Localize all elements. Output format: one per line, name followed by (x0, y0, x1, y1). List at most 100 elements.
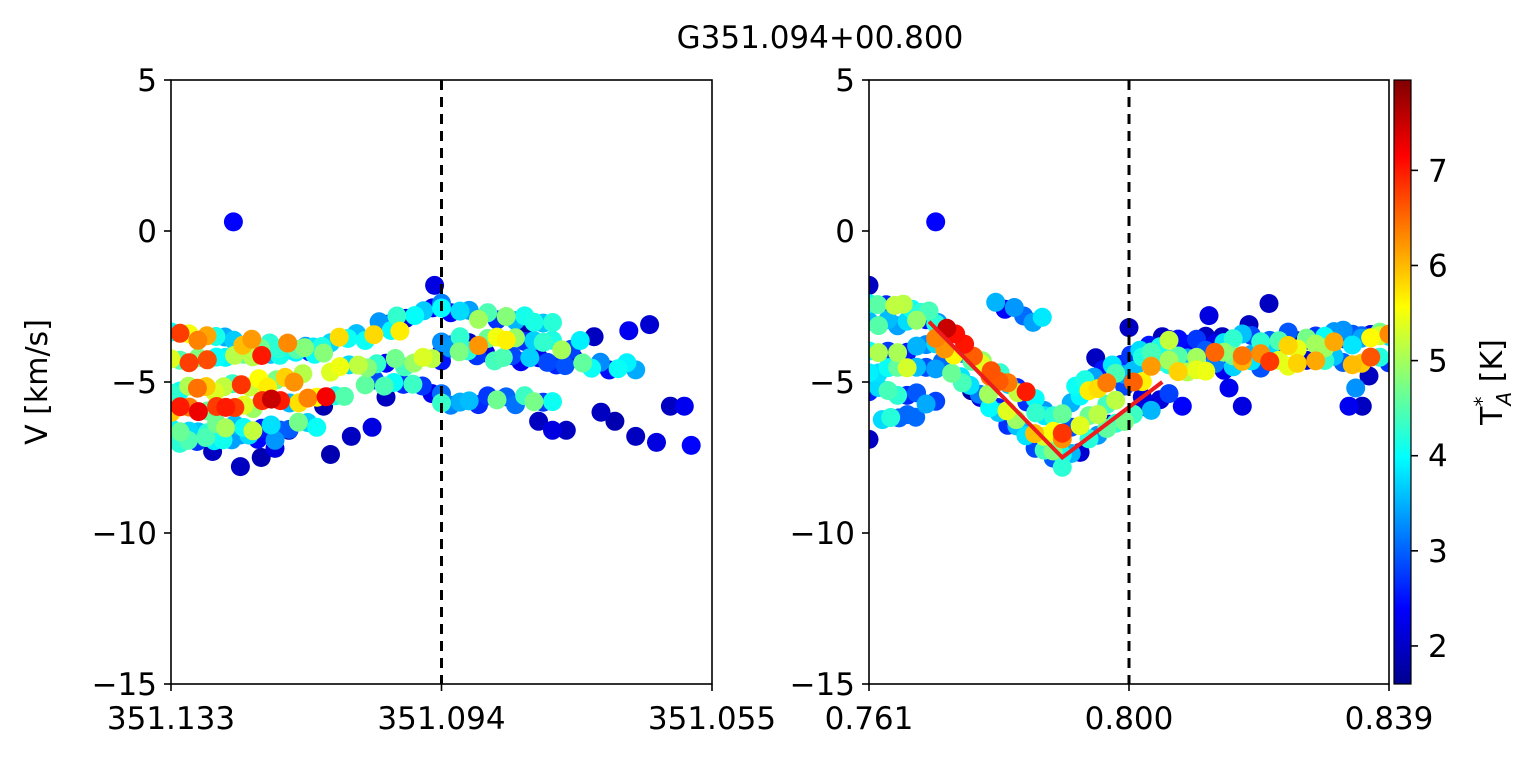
scatter-point (390, 321, 410, 341)
scatter-point (1199, 306, 1219, 326)
scatter-point (1352, 396, 1372, 416)
scatter-point (231, 375, 251, 395)
scatter-point (626, 426, 646, 446)
scatter-point (1052, 404, 1072, 424)
scatter-point (605, 411, 625, 431)
scatter-point (1172, 396, 1192, 416)
scatter-point (496, 330, 516, 350)
scatter-point (196, 428, 216, 447)
scatter-point (487, 390, 507, 410)
scatter-point (1088, 405, 1108, 424)
scatter-point (1052, 457, 1072, 477)
scatter-point (674, 396, 694, 416)
scatter-point (188, 402, 208, 422)
scatter-point (197, 350, 217, 370)
scatter-point (906, 407, 926, 427)
scatter-point (869, 363, 879, 383)
scatter-point (591, 402, 611, 422)
scatter-point (524, 392, 544, 412)
x-tick-label: 351.133 (107, 701, 235, 737)
colorbar-tick-label: 5 (1428, 344, 1448, 380)
scatter-point (1168, 362, 1188, 382)
scatter-point (316, 387, 336, 407)
scatter-point (1219, 378, 1239, 398)
scatter-point (543, 392, 562, 412)
colorbar-label-main: T (1475, 406, 1510, 426)
scatter-point (1141, 400, 1161, 420)
scatter-point (524, 312, 544, 332)
y-tick-label: 5 (137, 63, 157, 99)
scatter-point (608, 359, 628, 379)
scatter-point (278, 333, 298, 353)
scatter-point (261, 415, 281, 435)
scatter-point (980, 398, 1000, 418)
scatter-point (216, 397, 236, 417)
scatter-point (341, 426, 361, 446)
scatter-point (916, 394, 936, 414)
scatter-point (1004, 298, 1024, 317)
scatter-point (1342, 335, 1362, 355)
y-tick-label: 5 (835, 63, 855, 99)
scatter-point (907, 336, 927, 356)
colorbar-label: T*A [K] (1470, 339, 1516, 426)
y-tick-label: −5 (111, 365, 157, 401)
scatter-point (362, 417, 382, 437)
scatter-point (986, 292, 1006, 312)
scatter-point (1287, 353, 1307, 373)
scatter-point (364, 325, 384, 345)
left-y-axis-label: V [km/s] (20, 319, 55, 445)
scatter-point (1339, 396, 1359, 416)
scatter-point (450, 301, 470, 321)
scatter-point (252, 346, 272, 365)
scatter-point (413, 347, 433, 367)
x-tick-label: 0.839 (1345, 701, 1434, 737)
scatter-point (647, 432, 666, 452)
x-tick-label: 0.761 (825, 701, 914, 737)
y-tick-label: −15 (92, 667, 157, 703)
scatter-point (261, 389, 281, 409)
scatter-point (1196, 361, 1216, 381)
scatter-point (869, 275, 879, 295)
scatter-point (552, 340, 572, 360)
scatter-point (1159, 384, 1179, 404)
x-tick-label: 351.094 (377, 701, 505, 737)
scatter-point (1159, 330, 1179, 350)
scatter-point (171, 422, 190, 442)
scatter-point (314, 343, 334, 363)
scatter-point (869, 295, 888, 315)
colorbar-label-subscript: A (1492, 392, 1516, 408)
scatter-point (179, 353, 199, 373)
scatter-point (907, 310, 927, 330)
scatter-point (888, 343, 908, 363)
scatter-point (251, 448, 271, 467)
scatter-point (1306, 351, 1326, 371)
scatter-point (570, 331, 590, 350)
left-scatter-points (171, 212, 701, 477)
scatter-point (355, 375, 375, 395)
scatter-point (543, 420, 562, 440)
scatter-point (459, 391, 479, 411)
scatter-point (520, 348, 540, 368)
scatter-point (307, 417, 327, 437)
scatter-point (1097, 373, 1117, 393)
scatter-point (942, 363, 962, 383)
scatter-point (1361, 347, 1381, 367)
scatter-point (295, 338, 314, 358)
scatter-point (321, 445, 340, 464)
scatter-point (265, 430, 285, 450)
scatter-point (1070, 416, 1090, 436)
scatter-point (681, 435, 701, 455)
scatter-point (243, 421, 263, 441)
scatter-point (187, 378, 207, 398)
scatter-point (469, 336, 488, 355)
x-tick-label: 0.800 (1085, 701, 1174, 737)
scatter-point (171, 349, 181, 369)
scatter-point (1025, 424, 1045, 444)
scatter-point (1141, 356, 1161, 376)
colorbar-tick-label: 3 (1428, 534, 1448, 570)
colorbar-label-superscript: * (1470, 396, 1494, 406)
scatter-point (555, 356, 575, 376)
scatter-point (216, 418, 236, 438)
